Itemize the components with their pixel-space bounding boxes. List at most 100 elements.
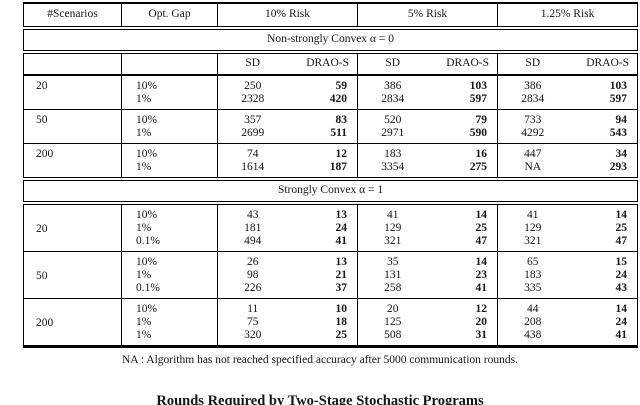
sd-value-cell: 129 <box>497 221 568 235</box>
sd-value-cell: 129 <box>357 221 428 235</box>
sd-method-header: SD <box>357 50 428 75</box>
sd-value-cell: 65 <box>497 251 568 269</box>
draos-value-cell: 41 <box>567 328 639 347</box>
opt-gap-cell: 1% <box>121 92 218 110</box>
draos-method-header: DRAO-S <box>567 50 639 75</box>
risk-group-header: 5% Risk <box>357 2 498 28</box>
draos-value-cell: 24 <box>335 221 348 234</box>
section-title: Strongly Convex α = 1 <box>22 177 639 203</box>
opt-gap-cell: 10% <box>121 201 218 222</box>
sd-value-cell: NA <box>497 160 568 179</box>
sd-value-cell: 357 <box>217 109 288 127</box>
sd-value-cell: 2328 <box>217 92 288 110</box>
opt-gap-cell: 10% <box>121 109 218 127</box>
sd-value-cell: 183 <box>497 268 568 282</box>
sd-value-cell: 733 <box>497 109 568 127</box>
sd-value-cell: 494 <box>217 234 288 252</box>
sd-value-cell: 2971 <box>357 126 428 144</box>
sd-value-cell: 98 <box>217 268 288 282</box>
scenario-count-cell: 20 <box>23 201 122 252</box>
draos-value-cell: 10 <box>287 298 358 316</box>
scenario-count-cell: 200 <box>23 143 122 179</box>
sd-value-cell: 4292 <box>497 126 568 144</box>
sd-value-cell: 20 <box>357 298 428 316</box>
sd-value-cell: 75 <box>217 315 288 329</box>
draos-value-cell: 37 <box>335 281 348 294</box>
draos-value-cell: 14 <box>427 251 498 269</box>
sd-value-cell: 3354 <box>357 160 428 179</box>
draos-value-cell: 16 <box>427 143 498 161</box>
sd-value-cell: 335 <box>497 281 568 299</box>
sd-value-cell: 131 <box>357 268 428 282</box>
draos-value-cell: 23 <box>475 268 488 281</box>
opt-gap-cell: 0.1% <box>121 281 218 299</box>
opt-gap-column-header: Opt. Gap <box>121 2 218 28</box>
draos-value-cell: 420 <box>329 92 348 105</box>
draos-value-cell: 41 <box>475 281 488 294</box>
sd-value-cell: 181 <box>217 221 288 235</box>
draos-value-cell: 94 <box>567 109 639 127</box>
clipped-caption: Rounds Required by Two-Stage Stochastic … <box>156 393 484 405</box>
draos-value-cell: 47 <box>475 234 488 247</box>
sd-value-cell: 226 <box>217 281 288 299</box>
sd-value-cell: 44 <box>497 298 568 316</box>
sd-value-cell: 2834 <box>497 92 568 110</box>
sd-value-cell: 183 <box>357 143 428 161</box>
table-footnote: NA : Algorithm has not reached specified… <box>122 354 518 366</box>
opt-gap-cell: 1% <box>121 221 218 235</box>
risk-group-header: 10% Risk <box>216 2 358 28</box>
sd-value-cell: 321 <box>497 234 568 252</box>
sd-value-cell: 2699 <box>217 126 288 144</box>
opt-gap-cell: 1% <box>121 328 218 347</box>
draos-value-cell: 25 <box>567 221 639 235</box>
scenario-count-cell: 50 <box>23 109 122 144</box>
sd-value-cell: 125 <box>357 315 428 329</box>
draos-value-cell: 187 <box>329 160 348 173</box>
sd-value-cell: 35 <box>357 251 428 269</box>
draos-value-cell: 79 <box>427 109 498 127</box>
draos-value-cell: 13 <box>287 201 358 222</box>
opt-gap-cell: 1% <box>121 268 218 282</box>
sd-value-cell: 43 <box>217 201 288 222</box>
opt-gap-cell: 10% <box>121 74 218 93</box>
opt-gap-cell: 10% <box>121 298 218 316</box>
draos-value-cell: 543 <box>567 126 639 144</box>
draos-value-cell: 83 <box>287 109 358 127</box>
draos-value-cell: 597 <box>567 92 639 110</box>
draos-value-cell: 15 <box>567 251 639 269</box>
draos-method-header: DRAO-S <box>427 50 498 75</box>
sd-value-cell: 321 <box>357 234 428 252</box>
scenarios-column-header: #Scenarios <box>23 2 122 28</box>
sd-value-cell: 74 <box>217 143 288 161</box>
opt-gap-cell: 10% <box>121 251 218 269</box>
draos-value-cell: 21 <box>335 268 348 281</box>
draos-value-cell: 597 <box>469 92 488 105</box>
draos-value-cell: 24 <box>567 268 639 282</box>
empty-cell <box>23 50 122 75</box>
empty-cell <box>121 50 218 75</box>
results-table: #Scenarios Opt. Gap 10% Risk 5% Risk 1.25% R… <box>22 2 639 348</box>
sd-value-cell: 508 <box>357 328 428 347</box>
scenario-count-cell: 20 <box>23 74 122 110</box>
scenario-count-cell: 200 <box>23 298 122 347</box>
sd-value-cell: 520 <box>357 109 428 127</box>
draos-value-cell: 59 <box>287 74 358 93</box>
sd-method-header: SD <box>497 50 568 75</box>
opt-gap-cell: 1% <box>121 160 218 179</box>
sd-value-cell: 41 <box>497 201 568 222</box>
draos-value-cell: 14 <box>567 298 639 316</box>
draos-value-cell: 47 <box>567 234 639 252</box>
draos-value-cell: 293 <box>567 160 639 179</box>
sd-value-cell: 11 <box>217 298 288 316</box>
sd-value-cell: 41 <box>357 201 428 222</box>
draos-value-cell: 41 <box>335 234 348 247</box>
draos-value-cell: 43 <box>567 281 639 299</box>
draos-value-cell: 12 <box>427 298 498 316</box>
draos-value-cell: 25 <box>335 328 348 341</box>
sd-value-cell: 438 <box>497 328 568 347</box>
draos-value-cell: 14 <box>567 201 639 222</box>
opt-gap-cell: 1% <box>121 315 218 329</box>
sd-value-cell: 2834 <box>357 92 428 110</box>
draos-method-header: DRAO-S <box>287 50 358 75</box>
